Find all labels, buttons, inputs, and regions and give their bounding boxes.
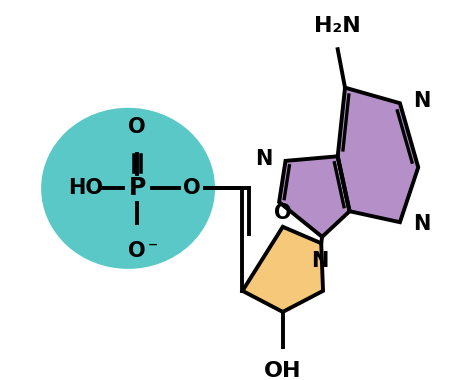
Polygon shape [279, 156, 350, 237]
Text: N: N [311, 252, 329, 271]
Text: N: N [255, 149, 273, 169]
Text: N: N [413, 91, 430, 111]
Text: ⁻: ⁻ [148, 239, 158, 258]
Ellipse shape [41, 108, 215, 269]
Text: O: O [128, 117, 146, 137]
Text: OH: OH [264, 361, 301, 380]
Text: N: N [413, 214, 430, 234]
Text: H₂N: H₂N [314, 16, 361, 36]
Polygon shape [337, 88, 418, 222]
Text: HO: HO [68, 178, 103, 198]
Text: O: O [274, 203, 292, 223]
Text: P: P [128, 176, 146, 200]
Text: O: O [183, 178, 201, 198]
Polygon shape [243, 227, 323, 312]
Text: O: O [128, 241, 146, 261]
